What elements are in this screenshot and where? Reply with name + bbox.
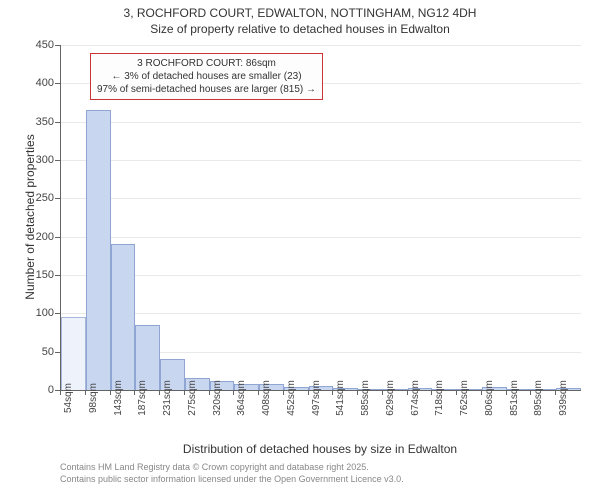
xtick-mark [308,390,309,395]
ytick-label: 450 [0,39,54,51]
xtick-label: 674sqm [410,380,421,416]
xtick-label: 939sqm [558,380,569,416]
ytick-mark [55,237,60,238]
xtick-label: 585sqm [360,380,371,416]
xtick-label: 320sqm [212,380,223,416]
xtick-mark [85,390,86,395]
chart-title-line1: 3, ROCHFORD COURT, EDWALTON, NOTTINGHAM,… [0,6,600,22]
xtick-label: 408sqm [261,380,272,416]
xtick-mark [283,390,284,395]
xtick-mark [184,390,185,395]
xtick-mark [134,390,135,395]
xtick-mark [481,390,482,395]
gridline [61,160,581,161]
xtick-mark [258,390,259,395]
xtick-label: 54sqm [63,383,74,413]
xtick-label: 806sqm [484,380,495,416]
gridline [61,275,581,276]
gridline [61,237,581,238]
xtick-mark [60,390,61,395]
ytick-mark [55,45,60,46]
ytick-mark [55,313,60,314]
gridline [61,122,581,123]
xtick-mark [530,390,531,395]
ytick-mark [55,352,60,353]
xtick-label: 895sqm [533,380,544,416]
xtick-mark [382,390,383,395]
footer-attribution: Contains HM Land Registry data © Crown c… [60,462,404,485]
xtick-label: 231sqm [162,380,173,416]
annotation-box: 3 ROCHFORD COURT: 86sqm ← 3% of detached… [90,53,323,100]
xtick-label: 275sqm [187,380,198,416]
xtick-mark [555,390,556,395]
xtick-mark [506,390,507,395]
xtick-label: 851sqm [509,380,520,416]
xtick-mark [233,390,234,395]
xtick-label: 497sqm [311,380,322,416]
histogram-bar [111,244,136,390]
annotation-line1: 3 ROCHFORD COURT: 86sqm [97,57,316,70]
gridline [61,313,581,314]
xtick-label: 187sqm [137,380,148,416]
xtick-label: 762sqm [459,380,470,416]
xtick-mark [431,390,432,395]
histogram-bar [61,317,86,390]
ytick-mark [55,198,60,199]
xtick-label: 452sqm [286,380,297,416]
ytick-mark [55,160,60,161]
ytick-label: 0 [0,384,54,396]
chart-title-line2: Size of property relative to detached ho… [0,22,600,38]
x-axis-label: Distribution of detached houses by size … [60,442,580,456]
chart-container: 3, ROCHFORD COURT, EDWALTON, NOTTINGHAM,… [0,0,600,500]
xtick-mark [357,390,358,395]
xtick-mark [209,390,210,395]
ytick-label: 400 [0,77,54,89]
xtick-mark [110,390,111,395]
annotation-line3: 97% of semi-detached houses are larger (… [97,83,316,96]
xtick-mark [159,390,160,395]
y-axis-label: Number of detached properties [23,117,37,317]
footer-line1: Contains HM Land Registry data © Crown c… [60,462,404,474]
ytick-mark [55,122,60,123]
ytick-mark [55,275,60,276]
xtick-label: 541sqm [335,380,346,416]
gridline [61,198,581,199]
ytick-mark [55,83,60,84]
gridline [61,45,581,46]
xtick-label: 629sqm [385,380,396,416]
annotation-line2: ← 3% of detached houses are smaller (23) [97,70,316,83]
ytick-label: 50 [0,346,54,358]
xtick-label: 143sqm [113,380,124,416]
xtick-mark [332,390,333,395]
xtick-label: 364sqm [236,380,247,416]
xtick-mark [456,390,457,395]
xtick-label: 98sqm [88,383,99,413]
histogram-bar [86,110,111,390]
xtick-mark [407,390,408,395]
xtick-label: 718sqm [434,380,445,416]
footer-line2: Contains public sector information licen… [60,474,404,486]
